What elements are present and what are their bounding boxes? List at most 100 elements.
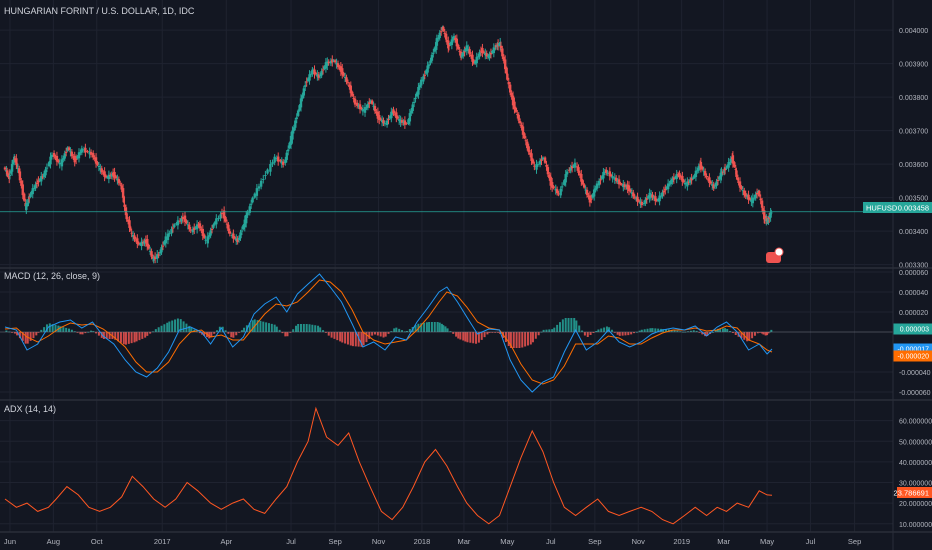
price-label: HUFUSD 0.003458 (863, 202, 932, 213)
candle-body (594, 188, 597, 190)
macd-histogram-bar (578, 325, 581, 332)
macd-histogram-bar (43, 327, 46, 332)
candle-body (304, 85, 307, 87)
candle-body (639, 201, 642, 204)
macd-histogram-bar (311, 324, 314, 332)
macd-histogram-bar (440, 323, 443, 332)
candle-body (148, 250, 152, 252)
adx-value-text: 23.786691 (894, 489, 929, 498)
candle-body (62, 158, 65, 160)
candle-body (694, 170, 698, 178)
candle-body (563, 180, 566, 185)
candle-body (160, 247, 163, 253)
candle-body (702, 170, 705, 172)
candle-body (402, 121, 405, 124)
candle-body (755, 192, 759, 195)
macd-histogram-bar (54, 324, 57, 332)
candle-body (329, 60, 333, 64)
candle-body (758, 190, 761, 197)
macd-histogram-bar (240, 330, 243, 332)
candle-body (508, 84, 512, 93)
candle-body (38, 179, 42, 181)
macd-histogram-bar (176, 318, 179, 332)
candle-body (186, 224, 190, 226)
candle-body (659, 195, 663, 197)
macd-histogram-bar (51, 324, 54, 332)
macd-histogram-bar (174, 319, 177, 332)
macd-histogram-bar (428, 322, 431, 332)
candle-body (200, 228, 203, 231)
macd-histogram-bar (640, 329, 643, 332)
adx-title: ADX (14, 14) (4, 404, 56, 414)
candle-body (541, 157, 545, 160)
macd-histogram-bar (698, 332, 701, 333)
time-axis[interactable]: Jun Aug Oct 2017 Apr Jul Sep Nov 2018 Mar May Jul Se… (4, 537, 861, 546)
macd-histogram-bar (275, 326, 278, 332)
event-flag[interactable] (766, 247, 784, 263)
macd-histogram-bar (5, 330, 8, 332)
macd-histogram-bar (726, 329, 729, 332)
macd-histogram-bar (393, 328, 396, 332)
candle-body (523, 133, 526, 139)
candle-body (217, 218, 220, 220)
candle-body (760, 200, 764, 208)
x-tick-label: Sep (588, 537, 601, 546)
macd-histogram-bar (336, 332, 339, 341)
macd-histogram-bar (248, 322, 251, 332)
candle-body (130, 232, 133, 234)
candle-body (382, 120, 385, 124)
y-tick-label: 0.003600 (899, 162, 928, 169)
candle-body (236, 238, 239, 242)
candle-body (35, 182, 39, 185)
candle-body (728, 162, 732, 164)
candle-body (113, 171, 116, 178)
candle-body (720, 171, 723, 177)
y-tick-label: 10.000000 (899, 522, 932, 529)
x-tick-label: Jun (4, 537, 16, 546)
candle-body (25, 203, 28, 210)
candle-body (286, 149, 290, 152)
macd-histogram-bar (618, 332, 621, 336)
candle-body (479, 50, 483, 52)
candle-body (565, 171, 569, 175)
adx-pane[interactable]: 60.000000 50.000000 40.000000 30.000000 20.0… (4, 406, 932, 529)
macd-histogram-bar (357, 332, 360, 347)
macd-histogram-bar (436, 322, 439, 332)
candle-body (277, 156, 280, 162)
macd-histogram-bar (531, 332, 534, 343)
candle-body (627, 185, 631, 192)
candle-body (494, 47, 497, 49)
macd-histogram-bar (289, 332, 292, 333)
candle-body (67, 147, 71, 151)
macd-histogram-bar (354, 332, 357, 347)
candle-body (726, 165, 729, 168)
macd-histogram-bar (706, 332, 709, 336)
candle-body (511, 95, 515, 106)
candle-body (603, 171, 607, 173)
price-pane[interactable]: 0.004000 0.003900 0.003800 0.003700 0.003600… (0, 25, 928, 270)
candle-body (134, 239, 138, 241)
macd-histogram-bar (24, 332, 27, 344)
macd-pane[interactable]: 0.000060 0.000040 0.000020 -0.000040 -0.0000… (0, 270, 932, 397)
candle-body (531, 159, 535, 164)
macd-histogram-bar (526, 332, 529, 346)
macd-histogram-bar (486, 332, 489, 335)
candle-body (189, 229, 192, 231)
macd-histogram-bar (62, 327, 65, 332)
candle-body (499, 45, 503, 49)
candle-body (373, 106, 377, 112)
macd-histogram-bar (122, 332, 125, 345)
candle-body (745, 196, 749, 198)
macd-histogram-bar (423, 322, 426, 332)
candle-body (557, 193, 560, 195)
candle-body (239, 232, 242, 239)
candle-body (457, 44, 460, 49)
candle-body (158, 251, 162, 254)
candle-body (144, 239, 148, 243)
candle-body (597, 180, 601, 186)
candle-body (204, 239, 207, 241)
candle-body (15, 158, 18, 165)
adx-line (4, 406, 773, 525)
